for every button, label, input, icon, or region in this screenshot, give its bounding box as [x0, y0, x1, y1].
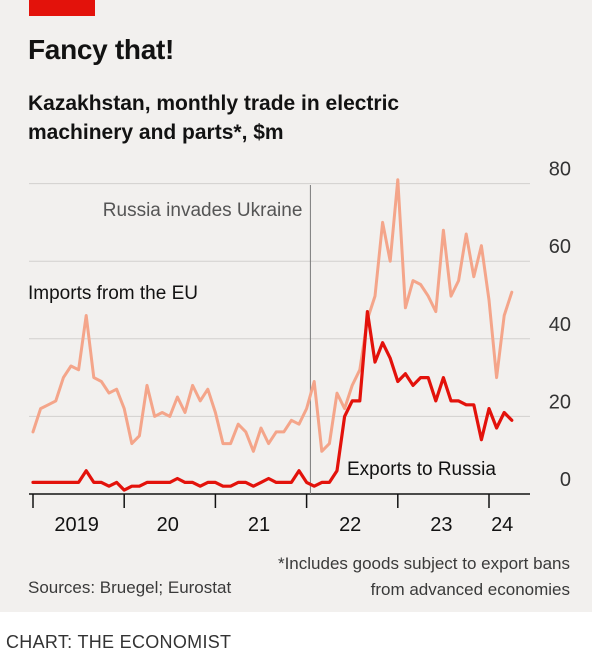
- y-tick-label: 60: [549, 236, 571, 258]
- footnote: *Includes goods subject to export bans f…: [277, 554, 570, 599]
- line-chart: 0 20 40 60 80 2019 20 21 22 23 24 Russia invades …: [28, 159, 571, 536]
- economist-red-bar: [29, 0, 95, 16]
- series-lines: [31, 178, 514, 492]
- chart-title: Fancy that!: [28, 34, 175, 65]
- y-tick-label: 20: [549, 391, 571, 413]
- y-tick-label: 0: [560, 469, 571, 491]
- y-tick-label: 40: [549, 314, 571, 336]
- x-axis: 2019 20 21 22 23 24: [29, 493, 530, 536]
- chart-panel: Fancy that! Kazakhstan, monthly trade in…: [0, 0, 592, 612]
- x-tick-label: 22: [339, 514, 361, 536]
- y-axis-ticks: 0 20 40 60 80: [549, 159, 571, 491]
- x-tick-label: 21: [248, 514, 270, 536]
- x-tick-label: 23: [430, 514, 452, 536]
- series-label-eu-imports: Imports from the EU: [28, 283, 198, 304]
- source-note: Sources: Bruegel; Eurostat: [28, 578, 232, 597]
- series-label-russia-exports: Exports to Russia: [347, 459, 496, 480]
- chart-subtitle: Kazakhstan, monthly trade in electric ma…: [28, 92, 400, 144]
- chart-credit: CHART: THE ECONOMIST: [6, 632, 232, 652]
- invasion-annotation: Russia invades Ukraine: [103, 200, 303, 221]
- series-line-russia-exports: [31, 310, 514, 492]
- x-tick-label: 2019: [54, 514, 99, 536]
- series-line-eu-imports: [31, 178, 514, 453]
- y-tick-label: 80: [549, 159, 571, 181]
- x-tick-label: 24: [491, 514, 513, 536]
- x-tick-label: 20: [157, 514, 179, 536]
